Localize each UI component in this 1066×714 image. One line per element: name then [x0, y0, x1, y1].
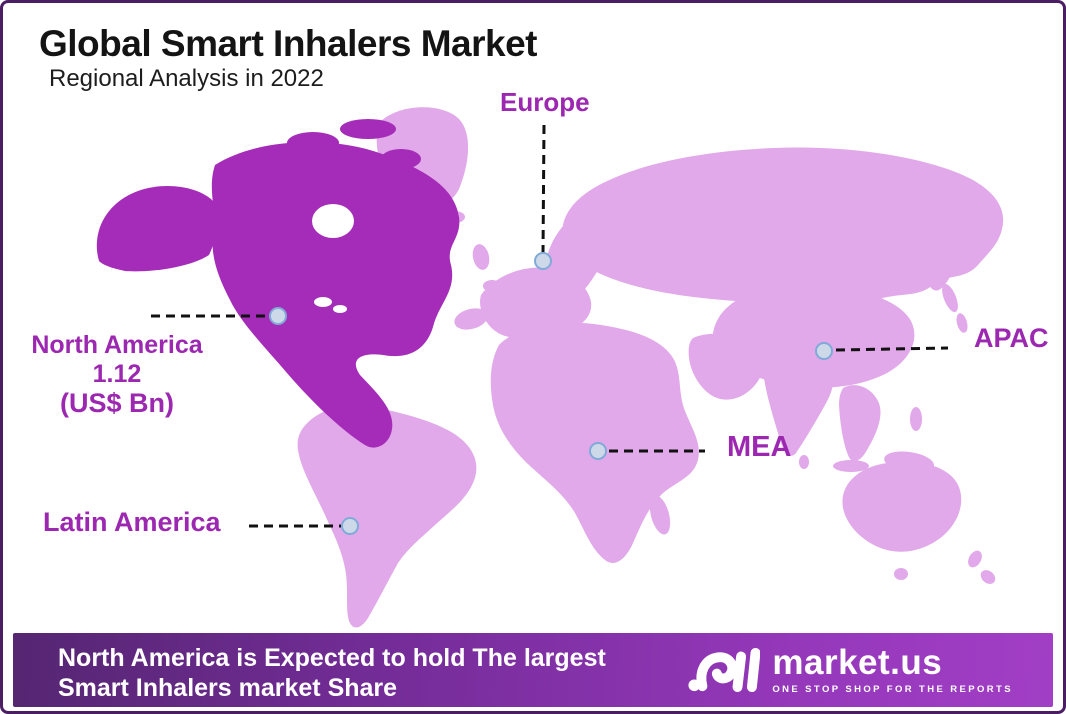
- market-us-logo-icon: [688, 647, 761, 693]
- north-america-unit: (US$ Bn): [60, 388, 174, 418]
- page-title: Global Smart Inhalers Market: [39, 23, 538, 64]
- region-label-north-america: North America 1.12 (US$ Bn): [3, 331, 231, 418]
- region-marker-europe: [534, 252, 552, 270]
- leader-lines: [151, 124, 949, 528]
- region-label-latin-america: Latin America: [43, 507, 221, 537]
- page-subtitle: Regional Analysis in 2022: [49, 65, 324, 92]
- brand-logo: market.us ONE STOP SHOP FOR THE REPORTS: [688, 642, 1013, 698]
- map-lakes: [312, 204, 354, 313]
- region-markers: [269, 252, 833, 535]
- region-label-apac: APAC: [974, 323, 1049, 353]
- region-marker-latin-america: [341, 517, 359, 535]
- region-label-europe: Europe: [500, 87, 590, 117]
- region-marker-apac: [815, 342, 833, 360]
- footer-banner: North America is Expected to hold The la…: [13, 633, 1053, 707]
- world-map: [96, 107, 1004, 628]
- brand-text: market.us ONE STOP SHOP FOR THE REPORTS: [772, 643, 1013, 696]
- map-light-landmasses: [297, 107, 1004, 628]
- north-america-value: 1.12: [92, 360, 142, 388]
- map-dark-north-america: [96, 119, 460, 448]
- leader-line-europe: [541, 124, 546, 254]
- brand-tagline: ONE STOP SHOP FOR THE REPORTS: [772, 684, 1013, 695]
- region-marker-mea: [589, 442, 607, 460]
- region-marker-north-america: [269, 307, 287, 325]
- north-america-name: North America: [31, 331, 203, 359]
- footer-caption: North America is Expected to hold The la…: [58, 643, 606, 703]
- brand-name: market.us: [772, 643, 943, 682]
- region-label-mea: MEA: [727, 431, 792, 463]
- leader-line-apac: [835, 346, 949, 352]
- footer-caption-line2: Smart Inhalers market Share: [58, 674, 398, 702]
- footer-caption-line1: North America is Expected to hold The la…: [58, 644, 606, 672]
